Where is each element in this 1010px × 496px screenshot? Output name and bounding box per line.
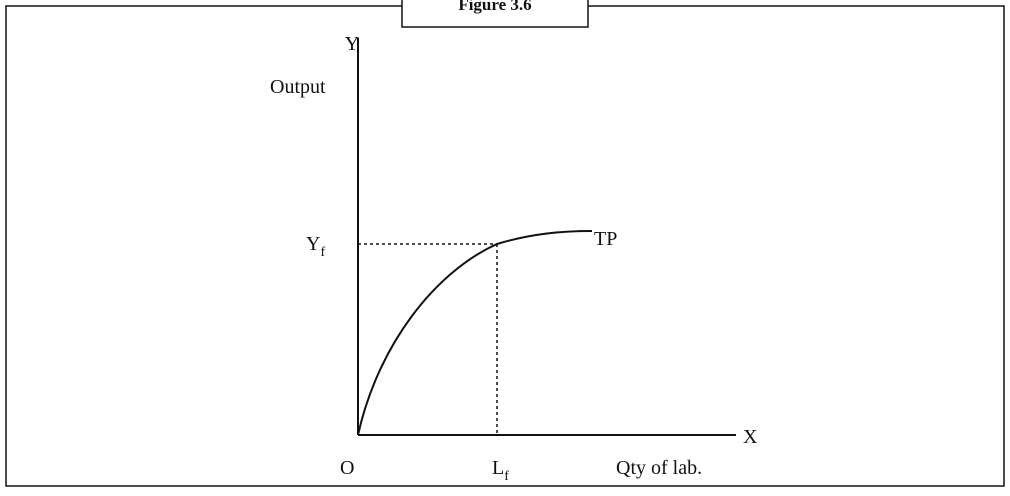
x-level-label: Lf [492, 457, 509, 484]
x-axis-label: Qty of lab. [616, 457, 702, 479]
curve-label: TP [594, 228, 617, 250]
figure-title: Figure 3.6 [458, 0, 531, 14]
x-axis-name: X [743, 426, 758, 448]
title-box [401, 0, 589, 28]
y-axis-name: Y [345, 33, 359, 55]
y-level-label: Yf [306, 233, 325, 260]
y-axis-label: Output [270, 76, 326, 98]
frame [5, 5, 1005, 487]
origin-label: O [340, 457, 354, 479]
tp-curve [357, 230, 593, 436]
